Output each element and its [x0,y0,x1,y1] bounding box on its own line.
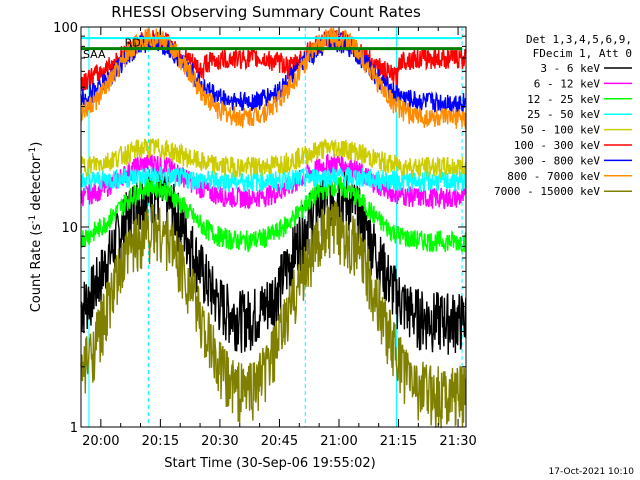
legend-label: 12 - 25 keV [527,93,600,106]
series-12-25-kev [80,175,467,253]
y-axis-label-sup: -1 [28,215,38,224]
x-tick-label: 20:45 [261,434,298,449]
series-7000-15000-kev [80,201,467,429]
series-line [80,175,467,253]
series-50-100-kev [80,137,467,178]
x-axis-ticks: 20:00 20:15 20:30 20:45 21:00 21:15 21:30 [80,27,477,449]
y-axis-ticks: 1 10 100 [53,21,466,436]
x-tick-label: 20:00 [82,434,119,449]
x-axis-label: Start Time (30-Sep-06 19:55:02) [164,456,375,471]
footer-date: 17-Oct-2021 10:10 [549,467,635,477]
flag-label-saa: SAA [83,48,106,61]
x-tick-label: 20:15 [142,434,179,449]
x-tick-label: 20:30 [201,434,238,449]
legend-label: 25 - 50 keV [527,108,600,121]
y-axis-label-main: Count Rate (s [29,224,44,313]
legend-label: 3 - 6 keV [540,62,600,75]
y-tick-label: 100 [53,21,78,36]
legend-header-line-2: FDecim 1, Att 0 [533,47,632,60]
series-line [80,137,467,178]
chart-title: RHESSI Observing Summary Count Rates [111,3,421,21]
y-axis-label-tail: detector [29,155,44,215]
plot-area: RD SAA [80,27,467,429]
series-line [80,27,467,130]
series-line [80,201,467,429]
flag-label-rd: RD [125,36,141,49]
y-axis-label-sup2: -1 [28,147,38,156]
legend-label: 800 - 7000 keV [507,170,600,183]
series-line [80,153,467,210]
series-800-7000-kev [80,27,467,130]
legend-header-line-1: Det 1,3,4,5,6,9, [526,33,632,46]
y-tick-label: 1 [70,421,78,436]
y-tick-label: 10 [61,221,78,236]
series-25-50-kev [80,166,467,195]
legend-label: 50 - 100 keV [521,124,601,137]
x-tick-label: 21:00 [320,434,357,449]
x-tick-label: 21:15 [380,434,417,449]
legend: Det 1,3,4,5,6,9, FDecim 1, Att 0 3 - 6 k… [494,33,632,198]
x-tick-label: 21:30 [439,434,476,449]
legend-label: 100 - 300 keV [514,139,600,152]
legend-label: 300 - 800 keV [514,154,600,167]
series-line [80,166,467,195]
legend-label: 6 - 12 keV [534,77,601,90]
y-axis-label-close: ) [29,142,44,147]
legend-label: 7000 - 15000 keV [494,185,600,198]
y-axis-label: Count Rate (s-1 detector-1) [28,142,44,313]
series-6-12-kev [80,153,467,210]
